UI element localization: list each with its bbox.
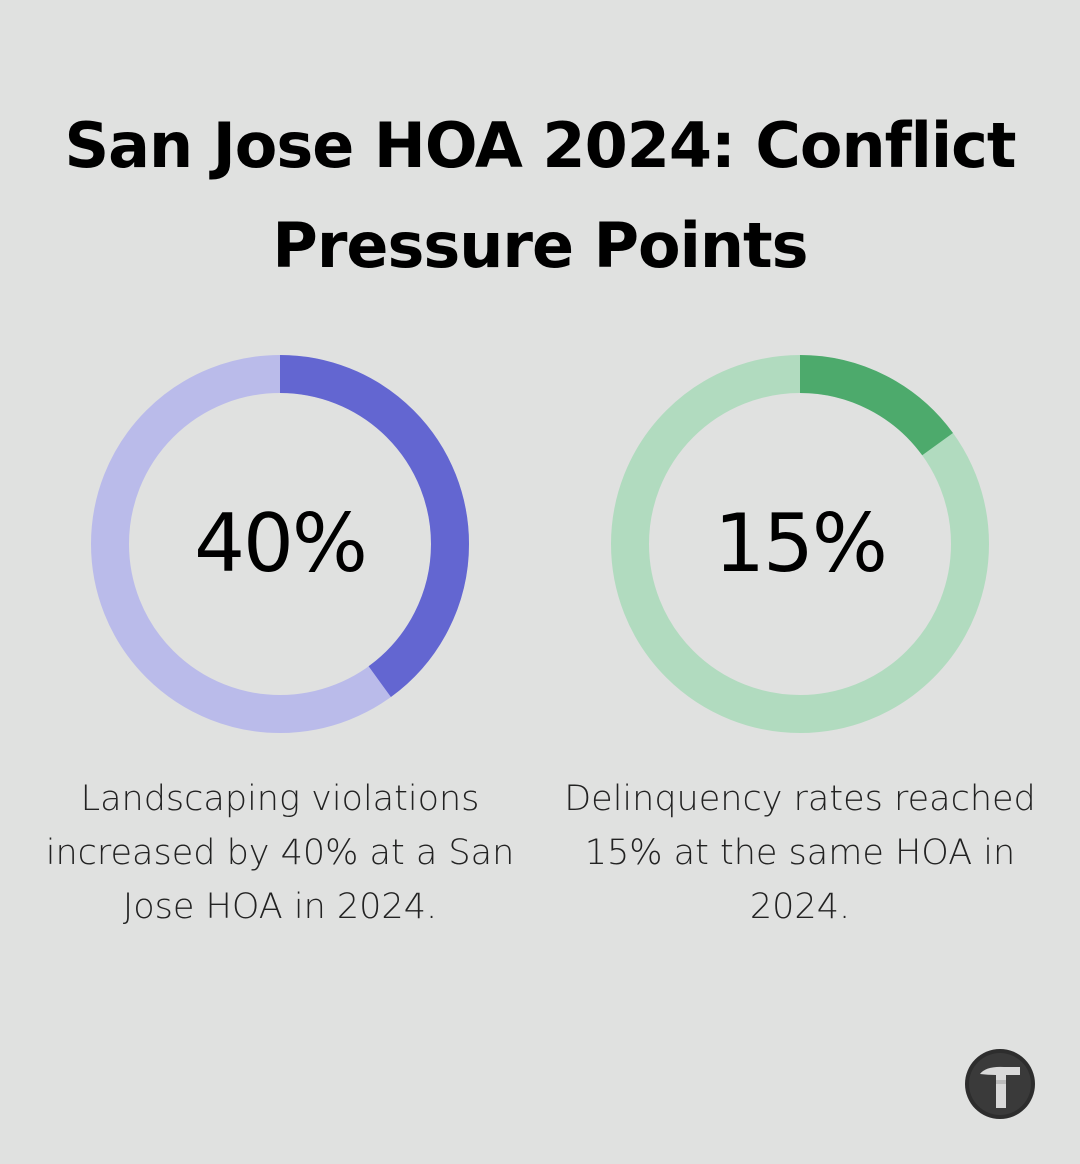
gauge-value-label: 40% — [194, 497, 368, 590]
gauge-landscaping: 40% — [91, 355, 469, 733]
gauge-landscaping-ring — [91, 355, 469, 733]
gauge-fill — [91, 355, 469, 733]
gauge-value-label: 15% — [714, 497, 888, 590]
gauge-fill — [611, 355, 989, 733]
page-title: San Jose HOA 2024: Conflict Pressure Poi… — [64, 109, 1017, 282]
caption-delinquency: Delinquency rates reached 15% at the sam… — [564, 779, 1036, 927]
gauge-delinquency: 15% — [611, 355, 989, 733]
caption-landscaping: Landscaping violations increased by 40% … — [45, 779, 515, 927]
hammer-icon — [964, 1048, 1036, 1120]
gauge-delinquency-ring — [611, 355, 989, 733]
